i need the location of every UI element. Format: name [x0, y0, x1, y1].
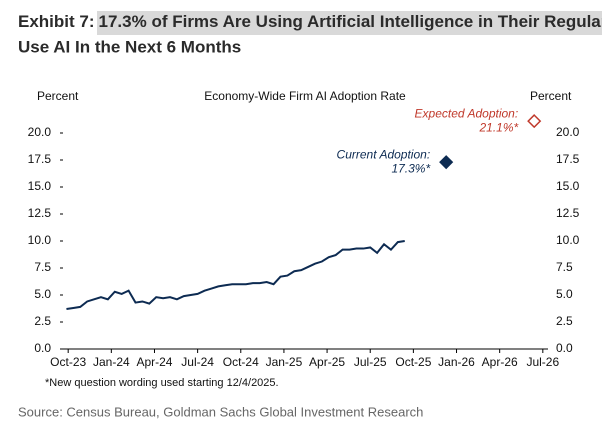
y2-tick-label: 5.0 [556, 287, 573, 301]
y-tick-label: 12.5 [28, 206, 52, 220]
x-tick-label: Apr-25 [309, 355, 345, 369]
title: Exhibit 7: 17.3% of Firms Are Using Artif… [18, 12, 602, 31]
x-tick-label: Oct-24 [223, 355, 259, 369]
y-tick-label: 0.0 [34, 341, 51, 355]
annotation-name: Expected Adoption: [415, 106, 519, 120]
y-tick-label: 20.0 [28, 125, 52, 139]
y-tick-label: 7.5 [34, 260, 51, 274]
x-tick-label: Apr-24 [136, 355, 172, 369]
value-label: 17.3%* [391, 161, 430, 175]
annotation-name: Current Adoption: [337, 147, 431, 161]
x-tick-label: Jan-25 [266, 355, 303, 369]
y2-tick-label: 17.5 [556, 152, 580, 166]
y2-tick-label: 15.0 [556, 179, 580, 193]
x-tick-label: Jul-24 [181, 355, 214, 369]
y2-label: Percent [530, 89, 572, 103]
y2-tick-label: 12.5 [556, 206, 580, 220]
y2-tick-label: 0.0 [556, 341, 573, 355]
title-highlight-text: 17.3% of Firms Are Using Artificial Inte… [99, 12, 602, 31]
diamond-marker [527, 114, 542, 129]
y2-tick-label: 2.5 [556, 314, 573, 328]
data-line [66, 240, 405, 311]
x-tick-label: Apr-26 [482, 355, 518, 369]
y-label: Percent [37, 89, 79, 103]
x-tick-label: Oct-25 [395, 355, 431, 369]
y2-tick-label: 20.0 [556, 125, 580, 139]
x-tick-label: Oct-23 [50, 355, 86, 369]
x-tick-label: Jan-24 [93, 355, 130, 369]
value-label: 21.1%* [478, 120, 518, 134]
x-tick-label: Jan-26 [438, 355, 475, 369]
title-highlight [97, 11, 602, 35]
exhibit: Exhibit 7: [18, 12, 95, 31]
y2-tick-label: 7.5 [556, 260, 573, 274]
chart-title: Economy-Wide Firm AI Adoption Rate [204, 89, 406, 103]
title-line-2: Use AI In the Next 6 Months [18, 37, 241, 56]
y-tick-label: 10.0 [28, 233, 52, 247]
diamond-marker [439, 155, 454, 170]
y-tick-label: 2.5 [34, 314, 51, 328]
x-tick-label: Jul-25 [354, 355, 387, 369]
x-tick-label: Jul-26 [526, 355, 559, 369]
source: Source: Census Bureau, Goldman Sachs Glo… [18, 404, 423, 419]
footnote: *New question wording used starting 12/4… [45, 377, 279, 389]
y-tick-label: 17.5 [28, 152, 52, 166]
y2-tick-label: 10.0 [556, 233, 580, 247]
y-tick-label: 15.0 [28, 179, 52, 193]
y-tick-label: 5.0 [34, 287, 51, 301]
